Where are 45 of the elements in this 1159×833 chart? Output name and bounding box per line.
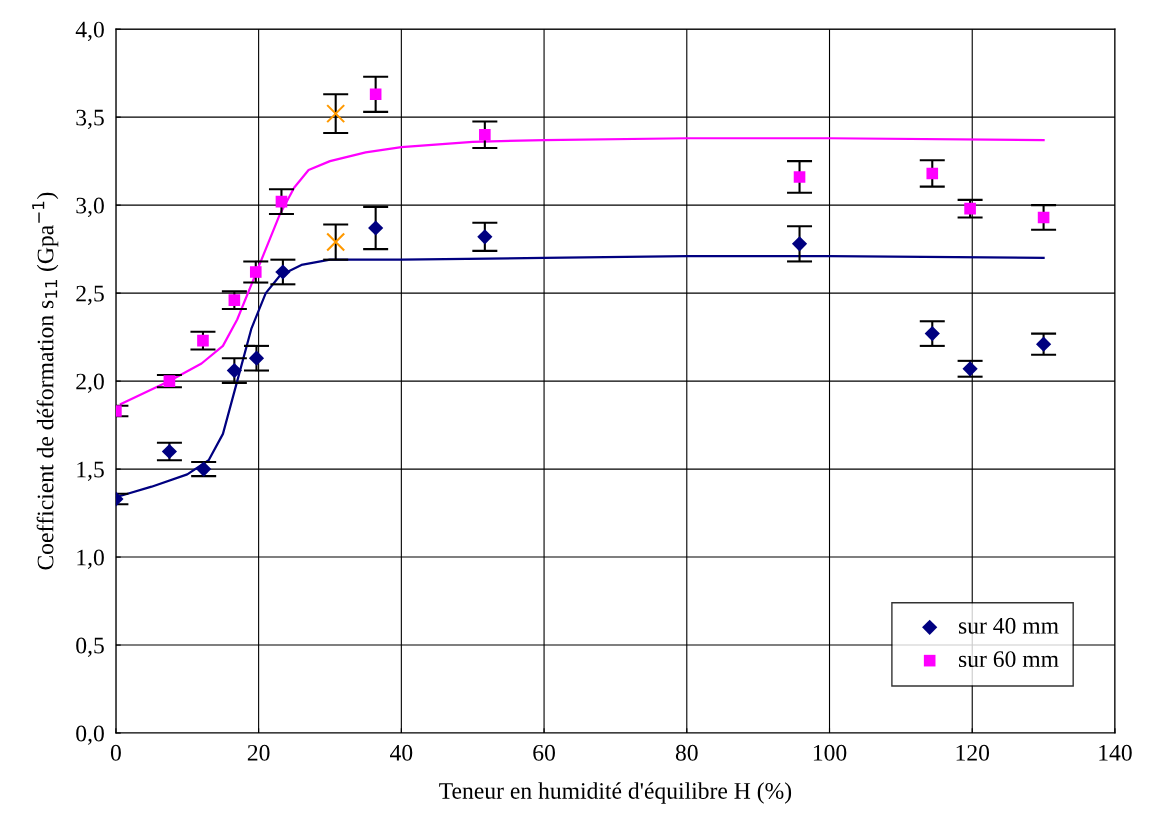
x-axis-title: Teneur en humidité d'équilibre H (%): [439, 782, 792, 804]
x-tick-label: 0: [110, 744, 121, 761]
x-tick-label: 100: [813, 744, 847, 761]
point: [1035, 336, 1052, 352]
y-tick-label: 0,0: [76, 725, 104, 745]
point: [926, 167, 939, 180]
point: [196, 461, 212, 477]
point: [275, 264, 291, 280]
point: [1037, 211, 1050, 224]
point: [791, 236, 808, 252]
x-tick-label: 140: [1099, 744, 1132, 761]
point: [964, 202, 976, 215]
point: [369, 88, 382, 101]
point: [479, 128, 491, 141]
point: [368, 220, 384, 236]
y-axis-title: Coefficient de déformation s$_{11}$ (Gpa$^{−1}$): [32, 192, 59, 570]
y-tick-label: 1,0: [77, 549, 104, 569]
point: [793, 171, 806, 183]
point: [248, 350, 265, 366]
y-tick-label: 4,0: [75, 21, 104, 41]
y-tick-label: 0,5: [76, 637, 104, 657]
x-tick-label: 20: [247, 744, 270, 761]
point: [962, 361, 978, 377]
legend-label: sur 60 mm: [958, 651, 1059, 668]
y-tick-label: 2,0: [76, 373, 104, 393]
point: [477, 229, 493, 245]
y-tick-label: 3,5: [76, 109, 104, 129]
y-tick-label: 2,5: [76, 285, 104, 305]
y-tick-label: 3,0: [76, 197, 104, 217]
x-tick-label: 120: [956, 744, 990, 761]
legend-label: sur 40 mm: [958, 617, 1059, 634]
point: [226, 362, 242, 379]
point: [197, 334, 209, 347]
point: [924, 325, 940, 342]
point: [249, 266, 262, 278]
point: [326, 104, 346, 124]
y-tick-label: 1,5: [77, 461, 104, 481]
x-tick-label: 40: [390, 744, 413, 761]
point: [161, 443, 178, 460]
point: [228, 294, 241, 306]
point: [163, 375, 176, 387]
x-tick-label: 80: [675, 744, 698, 761]
point: [275, 195, 288, 208]
point: [326, 232, 346, 252]
x-tick-label: 60: [533, 744, 555, 761]
